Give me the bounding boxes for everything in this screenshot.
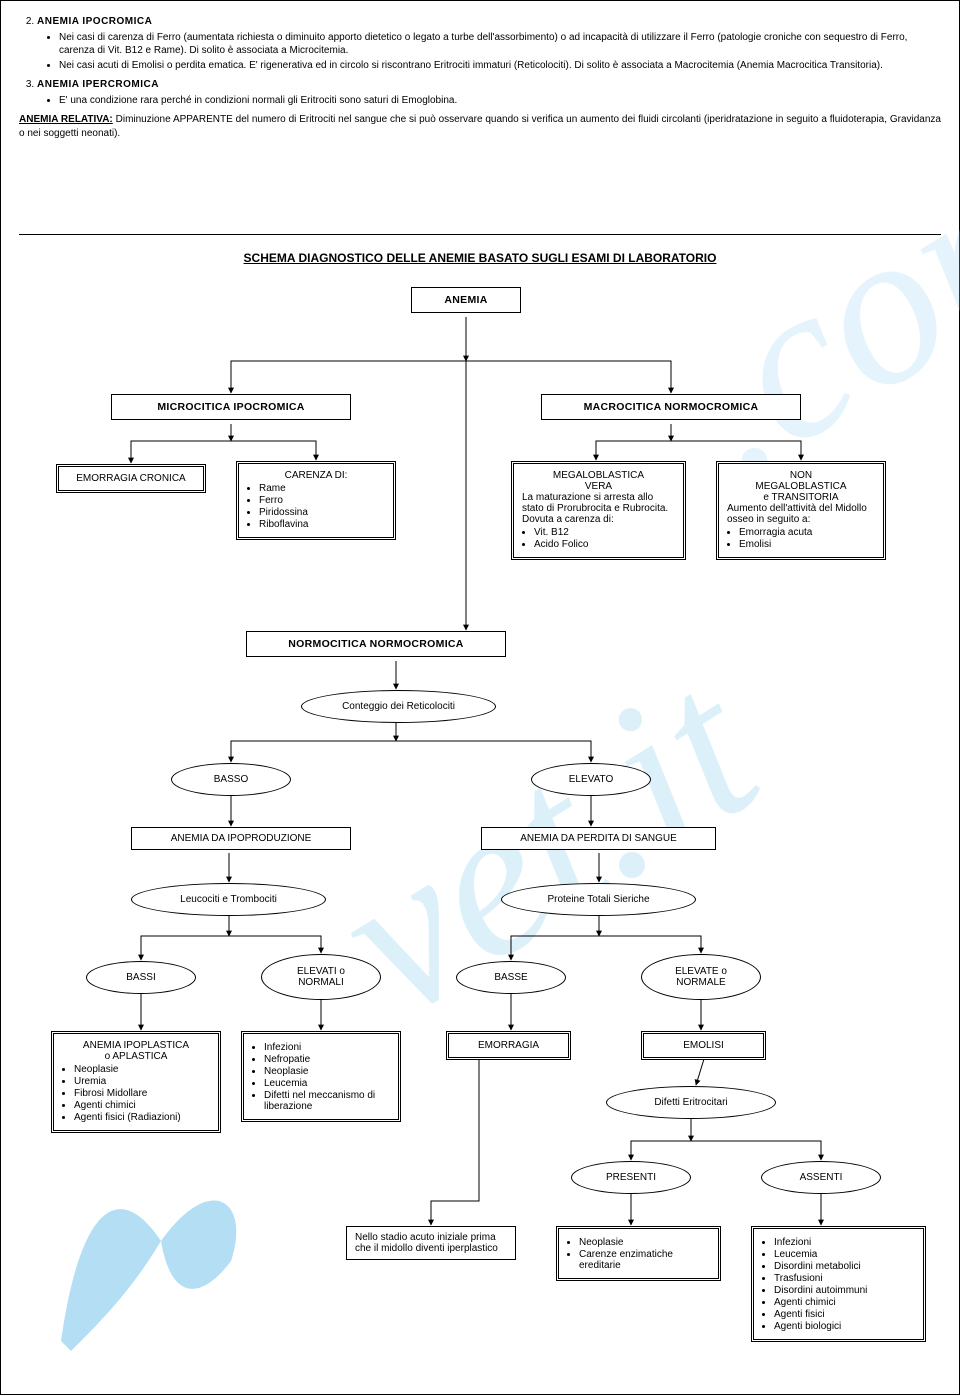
node-proteine: Proteine Totali Sieriche	[501, 883, 696, 916]
relativa-label: ANEMIA RELATIVA:	[19, 114, 113, 125]
node-emolisi: EMOLISI	[641, 1031, 766, 1060]
node-infez: Infezioni Nefropatie Neoplasie Leucemia …	[241, 1031, 401, 1122]
item2-bullets: Nei casi di carenza di Ferro (aumentata …	[59, 31, 941, 73]
node-normo: NORMOCITICA NORMOCROMICA	[246, 631, 506, 657]
node-difetti: Difetti Eritrocitari	[606, 1086, 776, 1119]
item2-title: ANEMIA IPOCROMICA	[37, 16, 152, 27]
node-megalo: MEGALOBLASTICA VERA La maturazione si ar…	[511, 461, 686, 560]
node-elev-norm: ELEVATI o NORMALI	[261, 954, 381, 1000]
node-presenti: PRESENTI	[571, 1161, 691, 1194]
node-bassi: BASSI	[86, 961, 196, 994]
relativa-text: Diminuzione APPARENTE del numero di Erit…	[19, 114, 941, 139]
page: vet.it .com ANEMIA IPOCROMICA Nei casi d…	[0, 0, 960, 1395]
item3-title: ANEMIA IPERCROMICA	[37, 79, 159, 90]
separator	[19, 234, 941, 235]
node-acuto: Nello stadio acuto iniziale prima che il…	[346, 1226, 516, 1260]
node-micro: MICROCITICA IPOCROMICA	[111, 394, 351, 420]
node-nonmegalo: NON MEGALOBLASTICA e TRANSITORIA Aumento…	[716, 461, 886, 560]
node-retic: Conteggio dei Reticolociti	[301, 690, 496, 723]
node-assenti: ASSENTI	[761, 1161, 881, 1194]
node-last: Infezioni Leucemia Disordini metabolici …	[751, 1226, 926, 1342]
item3-bullets: E' una condizione rara perché in condizi…	[59, 94, 941, 108]
node-ipoplast: ANEMIA IPOPLASTICA o APLASTICA Neoplasie…	[51, 1031, 221, 1133]
node-perdita: ANEMIA DA PERDITA DI SANGUE	[481, 827, 716, 850]
svg-text:.com: .com	[637, 91, 960, 521]
schema-title: SCHEMA DIAGNOSTICO DELLE ANEMIE BASATO S…	[1, 251, 959, 265]
node-neopl: Neoplasie Carenze enzimatiche ereditarie	[556, 1226, 721, 1281]
node-basse: BASSE	[456, 961, 566, 994]
node-basso: BASSO	[171, 763, 291, 796]
node-carenza: CARENZA DI: Rame Ferro Piridossina Ribof…	[236, 461, 396, 540]
node-elev-norm-f: ELEVATE o NORMALE	[641, 954, 761, 1000]
node-ipoprod: ANEMIA DA IPOPRODUZIONE	[131, 827, 351, 850]
header-text: ANEMIA IPOCROMICA Nei casi di carenza di…	[19, 15, 941, 140]
node-emorragia: EMORRAGIA	[446, 1031, 571, 1060]
node-macro: MACROCITICA NORMOCROMICA	[541, 394, 801, 420]
node-anemia: ANEMIA	[411, 287, 521, 313]
node-leuc: Leucociti e Trombociti	[131, 883, 326, 916]
node-elevato: ELEVATO	[531, 763, 651, 796]
node-emorragia-cronica: EMORRAGIA CRONICA	[56, 464, 206, 493]
